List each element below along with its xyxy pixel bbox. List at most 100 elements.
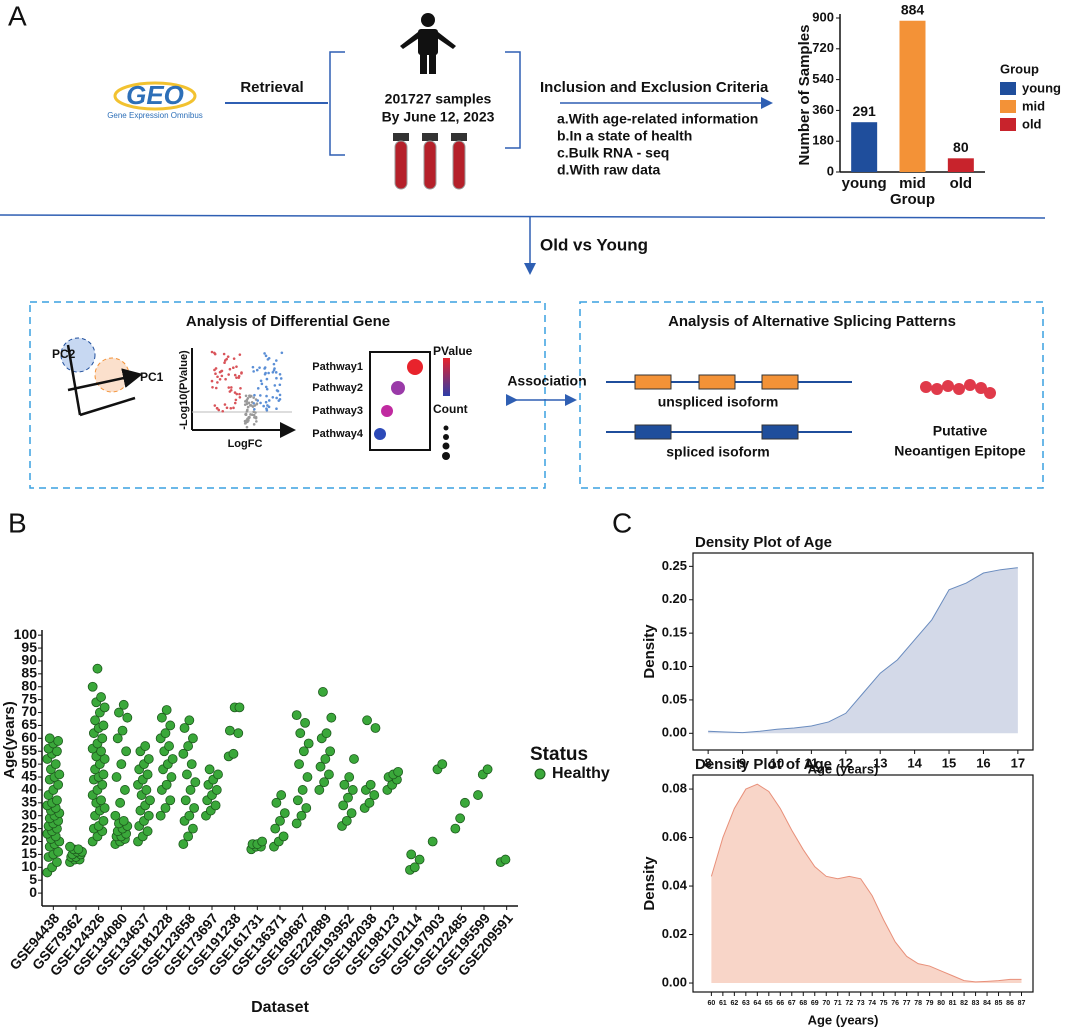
point bbox=[121, 746, 132, 757]
volcano-dot bbox=[213, 352, 217, 356]
box bbox=[29, 301, 546, 489]
bracket bbox=[329, 51, 521, 156]
point bbox=[427, 836, 438, 847]
tubes bbox=[393, 133, 467, 190]
x-tick-label: 60 bbox=[707, 1000, 715, 1007]
criterion: d.With raw data bbox=[557, 162, 661, 178]
volcano-dot bbox=[271, 370, 275, 374]
volcano-dot bbox=[210, 350, 214, 354]
y-tick-label: 360 bbox=[812, 102, 834, 117]
point bbox=[183, 831, 194, 842]
point bbox=[437, 759, 448, 770]
date: By June 12, 2023 bbox=[382, 109, 495, 125]
volcano-dot bbox=[210, 379, 214, 383]
point bbox=[213, 769, 223, 780]
point bbox=[362, 715, 372, 726]
y-tick-label: 900 bbox=[812, 9, 834, 24]
legend-label: young bbox=[1022, 80, 1061, 95]
x-axis-title: Dataset bbox=[251, 999, 309, 1016]
volcano-dot bbox=[227, 386, 231, 389]
point bbox=[320, 754, 331, 764]
y-tick-label: 0.08 bbox=[662, 781, 687, 796]
volcano-dot bbox=[253, 404, 257, 407]
y-axis-title: Age(years) bbox=[1, 701, 18, 779]
comparison: Old vs Young bbox=[540, 235, 648, 254]
volcano-dot bbox=[249, 394, 253, 398]
x-tick-label: 77 bbox=[903, 1000, 911, 1007]
point bbox=[365, 779, 376, 790]
x-tick-label: 13 bbox=[873, 755, 887, 770]
point bbox=[120, 785, 130, 795]
point bbox=[325, 746, 336, 757]
volcano-dot bbox=[252, 410, 255, 414]
legend-title: PValue bbox=[433, 344, 473, 358]
y-tick-label: 70 bbox=[21, 703, 37, 719]
volcano-dot bbox=[213, 404, 217, 407]
geo-logo: GEO bbox=[126, 80, 184, 110]
y-tick-label: 0 bbox=[827, 163, 834, 178]
pathway: Pathway2 bbox=[312, 382, 363, 394]
axis-label: PC1 bbox=[140, 370, 164, 384]
volcano-dot bbox=[265, 407, 268, 410]
point bbox=[178, 839, 189, 849]
box bbox=[579, 301, 1044, 489]
point bbox=[115, 797, 126, 808]
y-tick-label: 180 bbox=[812, 133, 834, 148]
value-label: 291 bbox=[852, 103, 876, 119]
volcano-dot bbox=[224, 377, 227, 381]
point bbox=[303, 738, 314, 749]
legend-label: mid bbox=[1022, 98, 1045, 113]
point bbox=[210, 800, 221, 811]
x-tick-label: 17 bbox=[1011, 755, 1025, 770]
point bbox=[473, 790, 483, 800]
point bbox=[224, 725, 235, 736]
y-axis-title: Number of Samples bbox=[796, 25, 813, 166]
volcano-dot bbox=[214, 372, 217, 376]
volcano-dot bbox=[246, 417, 249, 421]
point bbox=[184, 715, 195, 726]
point bbox=[167, 754, 178, 764]
volcano-dot bbox=[279, 377, 283, 380]
panel-label: C bbox=[612, 507, 632, 538]
criterion: c.Bulk RNA - seq bbox=[557, 145, 669, 161]
volcano-dot bbox=[253, 416, 256, 419]
volcano-dot bbox=[252, 423, 256, 426]
x-tick-label: 82 bbox=[960, 1000, 968, 1007]
x-tick-label: 83 bbox=[972, 1000, 980, 1007]
volcano-dot bbox=[235, 365, 238, 368]
x-tick-label: 62 bbox=[730, 1000, 738, 1007]
epitope-label: Putative bbox=[933, 423, 988, 439]
volcano-dot bbox=[211, 385, 214, 389]
volcano-dot bbox=[267, 405, 271, 409]
legend-marker bbox=[534, 768, 546, 780]
x-tick-label: 12 bbox=[839, 755, 853, 770]
point bbox=[301, 803, 312, 813]
point bbox=[96, 795, 106, 806]
point bbox=[156, 712, 167, 723]
volcano-dot bbox=[263, 372, 267, 376]
x-tick-label: 85 bbox=[995, 1000, 1003, 1007]
x-tick-label: 70 bbox=[822, 1000, 830, 1007]
volcano-dot bbox=[255, 420, 258, 423]
volcano-dot bbox=[229, 406, 233, 410]
point bbox=[324, 769, 334, 780]
volcano-dot bbox=[232, 366, 235, 369]
samples: 201727 samples bbox=[385, 91, 492, 107]
volcano-dot bbox=[280, 351, 284, 355]
point bbox=[53, 736, 64, 746]
y-tick-label: 540 bbox=[812, 71, 834, 86]
volcano-dot bbox=[232, 406, 235, 410]
divider bbox=[0, 214, 1046, 219]
volcano-dot bbox=[221, 409, 225, 413]
point bbox=[270, 823, 281, 834]
legend-label: Healthy bbox=[552, 765, 610, 782]
x-tick-label: 74 bbox=[868, 1000, 876, 1007]
x-tick-label: 15 bbox=[942, 755, 956, 770]
volcano-dot bbox=[278, 383, 282, 387]
volcano-dot bbox=[250, 400, 254, 404]
point bbox=[190, 777, 201, 788]
volcano-dot bbox=[217, 408, 221, 412]
y-tick-label: 65 bbox=[21, 716, 37, 732]
volcano-dot bbox=[228, 367, 232, 371]
